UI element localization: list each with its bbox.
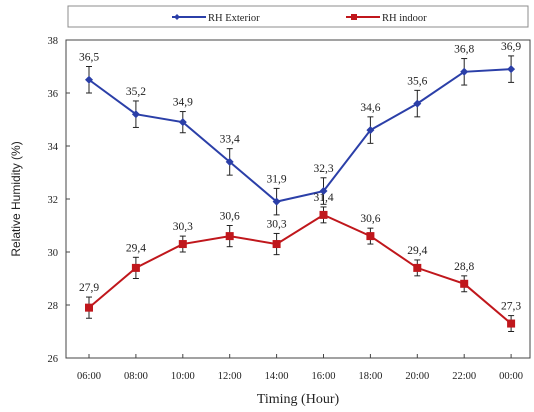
- data-label: 30,3: [173, 221, 193, 233]
- legend-marker-indoor: [351, 14, 357, 20]
- data-point: [460, 279, 469, 288]
- legend: RH Exterior RH indoor: [67, 5, 529, 28]
- data-point: [131, 110, 140, 119]
- data-label: 29,4: [407, 245, 427, 257]
- x-tick-label: 14:00: [265, 371, 289, 382]
- y-tick-label: 32: [48, 195, 59, 206]
- data-label: 35,6: [407, 75, 427, 87]
- data-point: [85, 75, 93, 84]
- x-tick-label: 18:00: [358, 371, 382, 382]
- data-label: 34,9: [173, 97, 193, 109]
- data-label: 36,8: [454, 44, 474, 56]
- series-layer: [85, 55, 516, 332]
- y-tick-label: 36: [48, 89, 59, 100]
- x-tick-label: 16:00: [312, 371, 336, 382]
- y-tick-label: 34: [48, 142, 59, 153]
- legend-label-indoor: RH indoor: [382, 13, 427, 24]
- x-tick-label: 12:00: [218, 371, 242, 382]
- series-line: [88, 68, 512, 203]
- data-point: [460, 67, 469, 76]
- data-point: [178, 118, 187, 127]
- y-axis-title: Relative Humidity (%): [9, 141, 23, 256]
- legend-box: [67, 5, 529, 28]
- data-label: 31,4: [313, 192, 333, 204]
- legend-item-exterior: RH Exterior: [172, 13, 260, 24]
- data-point: [272, 197, 281, 206]
- legend-marker-exterior: [174, 14, 180, 20]
- data-label: 30,6: [360, 213, 380, 225]
- data-label: 34,6: [360, 102, 380, 114]
- data-label: 32,3: [313, 163, 333, 175]
- data-label: 35,2: [126, 86, 146, 98]
- data-label: 28,8: [454, 261, 474, 273]
- series-line: [88, 213, 512, 325]
- y-tick-label: 28: [48, 301, 59, 312]
- data-label: 33,4: [220, 134, 240, 146]
- data-label: 36,5: [79, 52, 99, 64]
- data-point: [507, 319, 516, 328]
- data-point: [272, 240, 281, 249]
- data-point: [85, 303, 93, 312]
- data-point: [178, 240, 187, 249]
- x-tick-label: 06:00: [77, 371, 101, 382]
- data-label: 30,6: [220, 211, 240, 223]
- data-label: 31,9: [267, 173, 287, 185]
- data-point: [319, 187, 328, 196]
- x-tick-label: 22:00: [452, 371, 476, 382]
- x-tick-label: 00:00: [499, 371, 523, 382]
- data-point: [319, 210, 328, 219]
- y-tick-label: 38: [48, 36, 59, 47]
- data-point: [225, 232, 234, 241]
- legend-item-indoor: RH indoor: [346, 13, 427, 24]
- y-axis: 26 28 30 32 34 36 38: [48, 36, 70, 365]
- data-point: [225, 157, 234, 166]
- series-indoor: [85, 206, 516, 332]
- y-tick-label: 26: [48, 354, 59, 365]
- data-labels: 36,5 35,2 34,9 33,4 31,9 32,3 34,6 35,6 36,8 36,9…: [79, 41, 521, 313]
- data-point: [413, 99, 422, 108]
- y-tick-label: 30: [48, 248, 59, 259]
- series-exterior: [85, 55, 516, 216]
- x-axis: 06:00 08:00 10:00 12:00 14:00 16:00 18:00 20:00…: [77, 354, 523, 382]
- data-point: [507, 65, 516, 74]
- data-label: 30,3: [267, 218, 287, 230]
- data-point: [366, 126, 375, 135]
- x-tick-label: 20:00: [405, 371, 429, 382]
- x-axis-title: Timing (Hour): [257, 392, 340, 407]
- legend-label-exterior: RH Exterior: [208, 13, 260, 24]
- data-label: 27,3: [501, 301, 521, 313]
- x-tick-label: 10:00: [171, 371, 195, 382]
- data-label: 36,9: [501, 41, 521, 53]
- x-tick-label: 08:00: [124, 371, 148, 382]
- data-point: [366, 232, 375, 241]
- data-point: [131, 263, 140, 272]
- data-point: [413, 263, 422, 272]
- data-label: 27,9: [79, 282, 99, 294]
- data-label: 29,4: [126, 242, 146, 254]
